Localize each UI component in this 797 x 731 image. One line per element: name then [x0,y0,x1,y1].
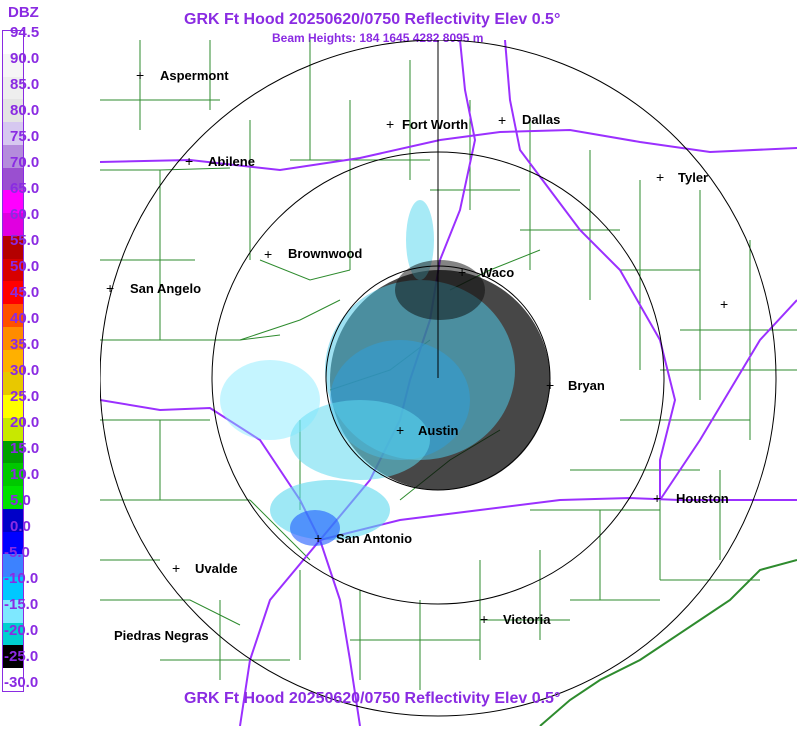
legend-swatch [3,122,23,146]
legend-swatch [3,372,23,396]
legend-label: 65.0 [10,180,40,197]
legend-label: 75.0 [10,128,40,145]
legend-swatch [3,53,23,77]
legend-label: 30.0 [10,362,40,379]
legend-swatch [3,31,23,55]
footer-title: GRK Ft Hood 20250620/0750 Reflectivity E… [184,690,561,707]
legend-label: 90.0 [10,50,40,67]
city-victoria: Victoria [503,612,551,627]
city-dallas: Dallas [522,112,561,127]
city-marker-dallas: + [498,112,507,128]
city-houston: Houston [676,491,729,506]
city-marker-brownwood: + [264,246,273,262]
legend-label: 80.0 [10,102,40,119]
legend-swatch [3,258,23,282]
coastline [539,559,797,727]
legend-label: -25.0 [4,648,39,665]
legend-label: 45.0 [10,284,40,301]
header-title: GRK Ft Hood 20250620/0750 Reflectivity E… [184,11,561,28]
city-austin: Austin [418,423,459,438]
city-waco: Waco [480,265,515,280]
city-san-angelo: San Angelo [130,281,202,296]
legend-label: 20.0 [10,414,40,431]
legend-swatch [3,599,23,624]
city-marker-san-angelo: + [106,280,115,296]
legend-swatch [3,304,23,328]
legend-label: -20.0 [4,622,39,639]
legend-label: 60.0 [10,206,40,223]
legend-swatch [3,531,23,555]
legend-label: -30.0 [4,674,39,691]
city-marker-unlabeled: + [720,296,729,312]
legend-label: 85.0 [10,76,40,93]
legend-label: 70.0 [10,154,40,171]
legend-swatch [3,213,23,237]
city-abilene: Abilene [208,154,255,169]
city-marker-waco: + [458,264,467,280]
city-fort-worth: Fort Worth [402,117,469,132]
legend-swatch [3,486,23,510]
dbz-legend: DBZ 94.5 90.0 85.0 80.0 75.0 70.0 65.0 60.0 55.0… [0,0,100,726]
legend-label: 40.0 [10,310,40,327]
legend-label: 55.0 [10,232,40,249]
city-marker-houston: + [653,490,662,506]
city-bryan: Bryan [568,378,605,393]
city-marker-bryan: + [546,377,555,393]
legend-swatch [3,281,23,305]
city-marker-aspermont: + [136,67,145,83]
legend-label: 5.0 [10,492,31,509]
legend-label: 50.0 [10,258,40,275]
legend-label: 0.0 [10,518,31,535]
legend-label: -5.0 [4,544,30,561]
legend-swatch [3,668,23,692]
city-marker-uvalde: + [172,560,181,576]
radar-map[interactable]: + Aspermont + Fort Worth + Dallas + Abil… [99,39,797,727]
legend-swatch [3,622,23,646]
highways [99,39,797,727]
city-marker-abilene: + [185,153,194,169]
legend-title: DBZ [8,4,39,21]
legend-swatch [3,167,23,191]
legend-swatch [3,508,23,533]
map-canvas [99,39,797,727]
beam-heights: Beam Heights: 184 1645 4282 8095 m [272,31,484,45]
legend-swatch [3,144,23,169]
legend-label: -15.0 [4,596,39,613]
legend-swatch [3,326,23,351]
city-uvalde: Uvalde [195,561,238,576]
legend-label: -10.0 [4,570,39,587]
legend-swatch [3,76,23,100]
legend-swatch [3,645,23,669]
city-brownwood: Brownwood [288,246,363,261]
city-marker-austin: + [396,422,405,438]
legend-swatch [3,190,23,214]
city-tyler: Tyler [678,170,709,185]
legend-swatch [3,463,23,487]
legend-swatch [3,417,23,442]
legend-color-bar [2,30,24,692]
city-san-antonio: San Antonio [336,531,413,546]
legend-swatch [3,440,23,464]
legend-swatch [3,577,23,601]
legend-label: 35.0 [10,336,40,353]
radar-echoes [220,200,550,546]
city-marker-fort-worth: + [386,116,395,132]
legend-label: 25.0 [10,388,40,405]
legend-swatch [3,99,23,123]
legend-swatch [3,395,23,419]
legend-label: 94.5 [10,24,40,41]
city-marker-victoria: + [480,611,489,627]
city-marker-tyler: + [656,169,665,185]
city-piedras-negras: Piedras Negras [114,628,209,643]
city-aspermont: Aspermont [160,68,229,83]
legend-swatch [3,235,23,260]
city-marker-san-antonio: + [314,530,323,546]
legend-label: 10.0 [10,466,40,483]
legend-swatch [3,349,23,373]
legend-label: 15.0 [10,440,40,457]
legend-swatch [3,554,23,578]
